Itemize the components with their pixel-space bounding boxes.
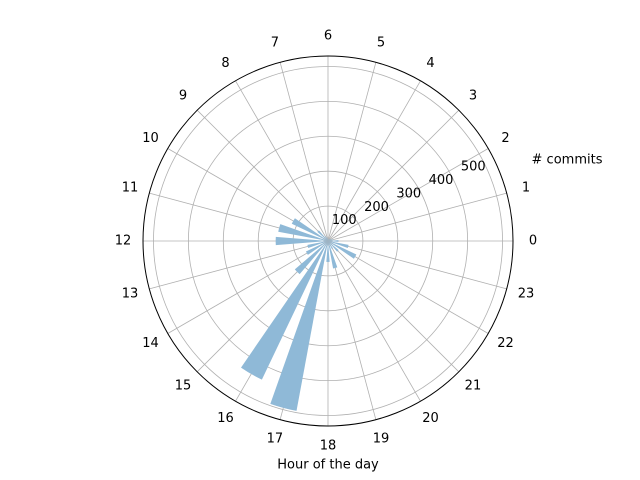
angular-grid-line: [167, 240, 329, 334]
bar: [278, 224, 328, 241]
bar: [328, 241, 339, 252]
angle-tick-label: 11: [122, 180, 139, 195]
angle-tick-label: 13: [122, 287, 139, 302]
angular-grid-line: [327, 148, 489, 242]
bar: [328, 239, 334, 241]
angle-tick-label: 0: [529, 234, 537, 249]
radial-grid-line: [257, 170, 399, 312]
bar: [328, 241, 333, 249]
bar: [294, 241, 328, 275]
radial-grid-line: [153, 66, 503, 416]
angle-tick-label: 5: [377, 35, 385, 50]
bar: [307, 241, 328, 248]
polar-frame: [142, 55, 514, 427]
bar: [325, 236, 328, 241]
angle-tick-label: 9: [179, 89, 187, 104]
angle-tick-label: 15: [175, 378, 192, 393]
angle-tick-label: 4: [426, 56, 434, 71]
radial-tick-label: 100: [332, 213, 357, 228]
angular-grid-line: [327, 80, 421, 242]
radial-tick-label: 500: [461, 160, 486, 175]
bar: [291, 218, 328, 241]
angle-tick-label: 16: [217, 411, 234, 426]
angular-grid-line: [327, 240, 377, 420]
bar: [328, 241, 349, 248]
y-axis-label: # commits: [532, 153, 603, 168]
bar: [270, 241, 328, 411]
angular-grid-line: [327, 240, 421, 402]
angle-tick-label: 6: [324, 29, 332, 44]
bar: [328, 238, 331, 241]
angle-tick-label: 1: [522, 180, 530, 195]
angle-tick-label: 22: [497, 336, 514, 351]
angle-tick-label: 3: [469, 89, 477, 104]
angular-grid-line: [327, 240, 460, 373]
x-axis-label: Hour of the day: [277, 458, 379, 473]
angle-tick-label: 2: [501, 131, 509, 146]
bar: [328, 240, 339, 242]
angle-tick-label: 14: [142, 336, 159, 351]
bar: [328, 241, 338, 269]
angle-tick-label: 18: [320, 439, 337, 454]
bar: [326, 241, 330, 262]
angle-tick-label: 21: [465, 378, 482, 393]
bar: [328, 241, 357, 259]
radial-grid-line: [187, 100, 469, 382]
bar: [305, 241, 328, 255]
angle-tick-label: 23: [518, 287, 535, 302]
radial-tick-label: 200: [364, 200, 389, 215]
angular-grid-line: [327, 240, 507, 290]
bar: [328, 239, 332, 241]
angle-tick-label: 19: [373, 432, 390, 447]
angle-tick-label: 10: [142, 131, 159, 146]
radial-tick-label: 400: [429, 173, 454, 188]
radial-grid-line: [222, 135, 434, 347]
angular-grid-line: [235, 80, 329, 242]
bar: [317, 230, 328, 241]
angular-grid-line: [196, 109, 329, 242]
bar: [326, 237, 328, 241]
angle-tick-label: 17: [267, 432, 284, 447]
angle-tick-label: 20: [422, 411, 439, 426]
bar: [275, 236, 328, 246]
angle-tick-label: 8: [221, 56, 229, 71]
radial-tick-label: 300: [396, 186, 421, 201]
angular-grid-line: [327, 109, 460, 242]
angular-grid-line: [279, 62, 329, 242]
angular-grid-line: [327, 192, 507, 242]
bar: [241, 241, 328, 380]
angular-grid-line: [327, 62, 377, 242]
angular-grid-line: [149, 240, 329, 290]
angle-tick-label: 12: [115, 234, 132, 249]
bar: [328, 239, 329, 241]
angle-tick-label: 7: [271, 35, 279, 50]
bar: [328, 239, 329, 241]
